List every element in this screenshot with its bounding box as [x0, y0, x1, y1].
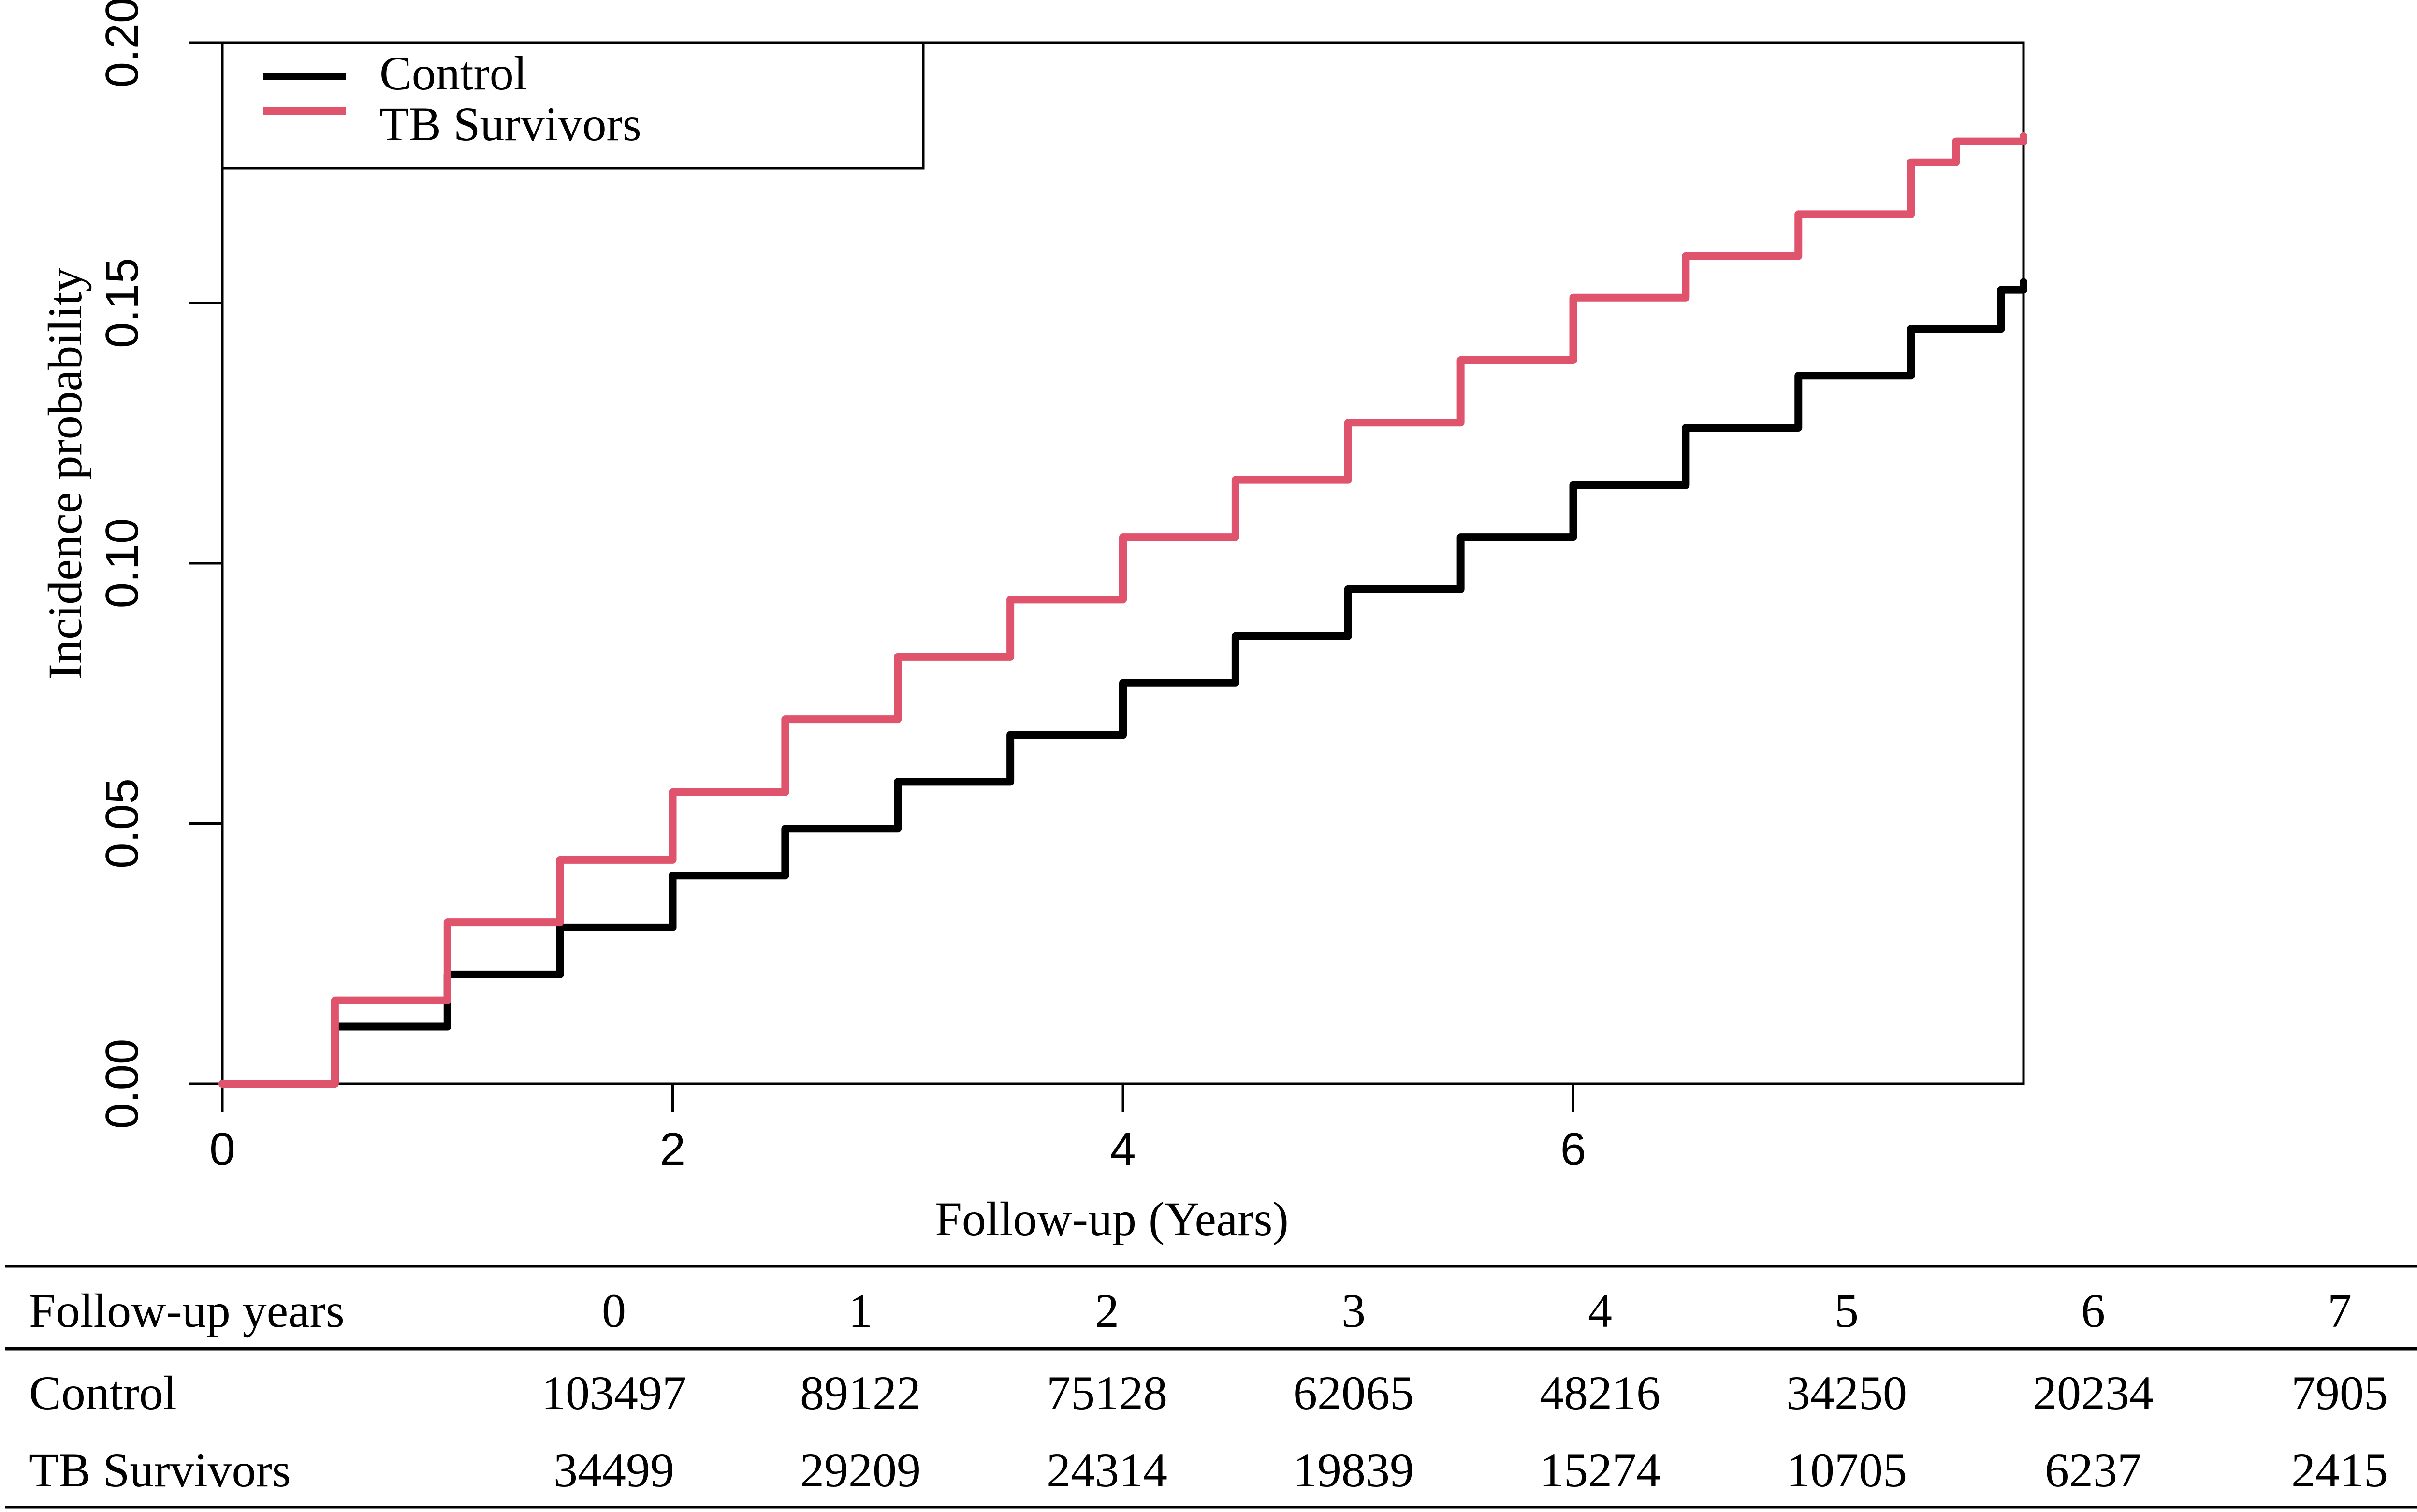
x-tick-label: 0	[209, 1123, 235, 1175]
table-header-year: 3	[1341, 1284, 1366, 1338]
table-cell: 19839	[1293, 1443, 1414, 1497]
series-group	[218, 132, 2027, 1088]
table-cell: 15274	[1540, 1443, 1660, 1497]
y-tick-label: 0.10	[96, 518, 148, 609]
table-cell: 20234	[2033, 1366, 2154, 1420]
table-header-label: Follow-up years	[29, 1284, 345, 1338]
y-tick-label: 0.05	[96, 778, 148, 869]
table-header-year: 6	[2081, 1284, 2105, 1338]
y-tick-label: 0.00	[96, 1039, 148, 1129]
x-tick-label: 4	[1110, 1123, 1136, 1175]
table-cell: 29209	[800, 1443, 921, 1497]
y-tick-label: 0.15	[96, 258, 148, 348]
table-header-year: 4	[1588, 1284, 1612, 1338]
y-axis: 0.00 0.05 0.10 0.15 0.20	[96, 0, 222, 1129]
x-tick-label: 2	[660, 1123, 685, 1175]
table-cell: 34499	[553, 1443, 674, 1497]
table-cell: 89122	[800, 1366, 921, 1420]
table-header-year: 2	[1095, 1284, 1119, 1338]
legend: Control TB Survivors	[221, 41, 925, 170]
table-header-year: 0	[602, 1284, 626, 1338]
table-cell: 75128	[1047, 1366, 1167, 1420]
table-cell: 2415	[2291, 1443, 2388, 1497]
table-row-label-control: Control	[29, 1366, 177, 1420]
legend-box	[221, 41, 925, 170]
table-cell: 48216	[1540, 1366, 1660, 1420]
x-axis-title: Follow-up (Years)	[935, 1192, 1289, 1246]
legend-label-tb: TB Survivors	[379, 97, 641, 151]
legend-label-control: Control	[379, 46, 527, 100]
table-cell: 6237	[2045, 1443, 2141, 1497]
x-axis: 0 2 4 6	[209, 1084, 1586, 1175]
table-cell: 62065	[1293, 1366, 1414, 1420]
table-header-year: 7	[2328, 1284, 2352, 1338]
table-cell: 7905	[2291, 1366, 2388, 1420]
x-tick-label: 6	[1560, 1123, 1586, 1175]
risk-table: Follow-up years Control TB Survivors 0 1 2…	[5, 1265, 2417, 1509]
table-header-year: 5	[1835, 1284, 1859, 1338]
y-tick-label: 0.20	[96, 0, 148, 87]
table-cell: 24314	[1047, 1443, 1167, 1497]
table-row-label-tb: TB Survivors	[29, 1443, 291, 1497]
table-header-year: 1	[848, 1284, 873, 1338]
table-cell: 103497	[541, 1366, 686, 1420]
series-line-tb-survivors	[218, 132, 2027, 1088]
table-cells: 0 1 2 3 4 5 6 7 103497 89122 75128 62065 48216 34250 2…	[541, 1284, 2388, 1497]
series-line-control	[218, 278, 2027, 1088]
table-cell: 34250	[1786, 1366, 1907, 1420]
y-axis-title: Incidence probability	[38, 268, 92, 680]
table-cell: 10705	[1786, 1443, 1907, 1497]
